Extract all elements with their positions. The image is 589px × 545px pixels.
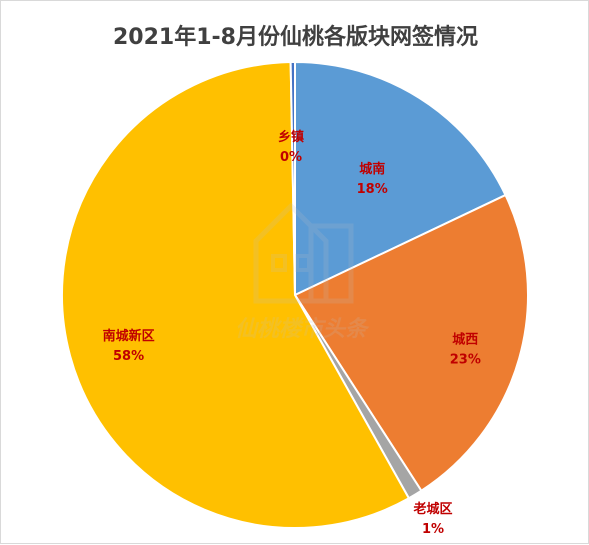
watermark-logo: 仙桃楼市头条	[235, 202, 370, 342]
slice-percent-label: 58%	[113, 349, 144, 364]
slice-name-label: 城西	[452, 331, 478, 347]
chart-title: 2021年1-8月份仙桃各版块网签情况	[113, 25, 478, 50]
slice-name-label: 城南	[359, 161, 385, 177]
slice-percent-label: 0%	[280, 150, 302, 165]
slice-name-label: 南城新区	[103, 328, 155, 344]
slice-percent-label: 18%	[357, 182, 388, 197]
slice-percent-label: 1%	[422, 522, 444, 537]
slice-name-label: 老城区	[412, 501, 452, 517]
pie-slice-0	[294, 60, 507, 297]
slice-name-label: 乡镇	[278, 129, 304, 145]
pie-slice-1	[293, 193, 529, 493]
watermark-text: 仙桃楼市头条	[235, 316, 370, 342]
slice-percent-label: 23%	[450, 352, 481, 367]
pie-slice-3	[61, 61, 411, 529]
pie-slice-4	[289, 60, 296, 296]
